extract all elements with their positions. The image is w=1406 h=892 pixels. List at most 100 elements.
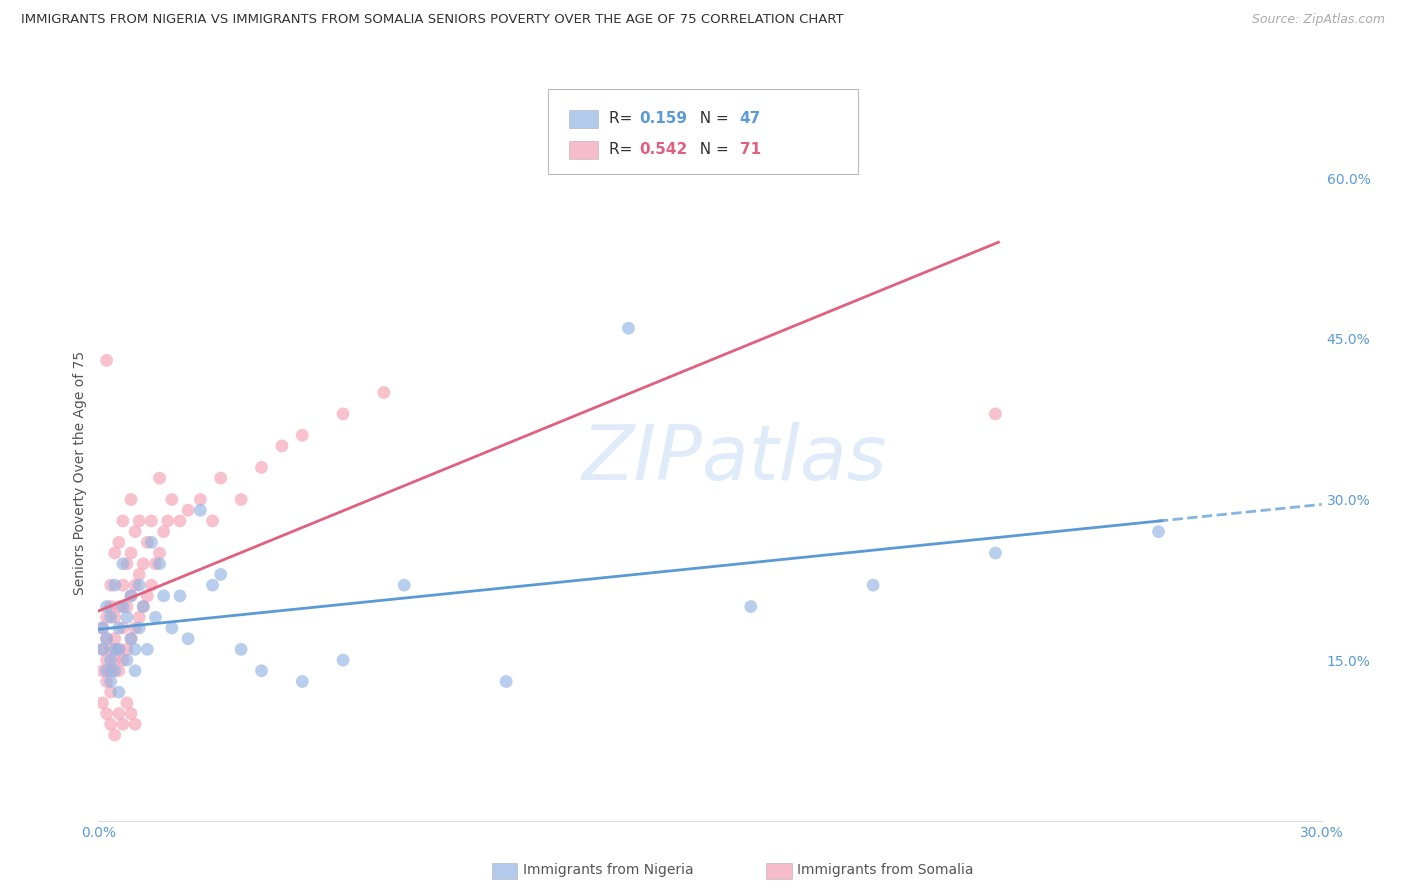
Text: R=: R= [609, 112, 637, 126]
Point [111, 621, 134, 635]
Point [108, 535, 131, 549]
Point [128, 514, 150, 528]
Point [111, 578, 134, 592]
Point [100, 578, 122, 592]
Point [96, 664, 118, 678]
Point [149, 557, 172, 571]
Point [149, 471, 172, 485]
Point [91, 642, 114, 657]
Point [115, 696, 138, 710]
Point [188, 492, 212, 507]
Point [152, 589, 174, 603]
Point [111, 514, 134, 528]
Point [250, 664, 273, 678]
Point [160, 621, 183, 635]
Text: 71: 71 [740, 143, 761, 157]
Point [862, 578, 884, 592]
Point [108, 664, 131, 678]
Point [124, 524, 146, 539]
Point [115, 653, 138, 667]
Point [188, 503, 212, 517]
Point [100, 664, 122, 678]
Point [169, 589, 191, 603]
Point [111, 653, 134, 667]
Point [91, 621, 114, 635]
Point [152, 524, 174, 539]
Point [373, 385, 395, 400]
Point [104, 653, 127, 667]
Point [495, 674, 517, 689]
Point [291, 674, 314, 689]
Point [169, 514, 191, 528]
Point [1147, 524, 1170, 539]
Point [96, 632, 118, 646]
Point [104, 632, 127, 646]
Point [104, 578, 127, 592]
Point [124, 578, 146, 592]
Point [96, 653, 118, 667]
Text: 0.542: 0.542 [640, 143, 688, 157]
Point [120, 706, 142, 721]
Text: IMMIGRANTS FROM NIGERIA VS IMMIGRANTS FROM SOMALIA SENIORS POVERTY OVER THE AGE : IMMIGRANTS FROM NIGERIA VS IMMIGRANTS FR… [21, 13, 844, 27]
Point [156, 514, 179, 528]
Point [100, 642, 122, 657]
Point [270, 439, 294, 453]
Point [149, 546, 172, 560]
Point [108, 642, 131, 657]
Point [124, 717, 146, 731]
Text: 0.159: 0.159 [640, 112, 688, 126]
Text: Source: ZipAtlas.com: Source: ZipAtlas.com [1251, 13, 1385, 27]
Point [100, 685, 122, 699]
Point [177, 632, 200, 646]
Point [209, 567, 232, 582]
Point [108, 706, 131, 721]
Point [128, 610, 150, 624]
Point [108, 621, 131, 635]
Point [201, 578, 224, 592]
Point [104, 728, 127, 742]
Point [120, 546, 142, 560]
Point [111, 717, 134, 731]
Point [141, 535, 163, 549]
Point [120, 632, 142, 646]
Point [984, 546, 1007, 560]
Point [100, 599, 122, 614]
Point [96, 674, 118, 689]
Point [108, 685, 131, 699]
Point [250, 460, 273, 475]
Point [141, 578, 163, 592]
Point [96, 599, 118, 614]
Point [96, 610, 118, 624]
Text: R=: R= [609, 143, 637, 157]
Point [120, 492, 142, 507]
Point [120, 589, 142, 603]
Point [332, 653, 354, 667]
Point [100, 674, 122, 689]
Point [132, 599, 155, 614]
Point [124, 621, 146, 635]
Point [91, 621, 114, 635]
Point [104, 610, 127, 624]
Y-axis label: Seniors Poverty Over the Age of 75: Seniors Poverty Over the Age of 75 [73, 351, 87, 595]
Point [984, 407, 1007, 421]
Point [231, 642, 253, 657]
Point [392, 578, 416, 592]
Point [100, 717, 122, 731]
Point [132, 557, 155, 571]
Point [132, 599, 155, 614]
Point [104, 664, 127, 678]
Point [124, 664, 146, 678]
Point [115, 610, 138, 624]
Point [120, 632, 142, 646]
Point [108, 642, 131, 657]
Point [96, 632, 118, 646]
Point [115, 557, 138, 571]
Point [120, 589, 142, 603]
Point [124, 642, 146, 657]
Point [128, 567, 150, 582]
Point [115, 599, 138, 614]
Text: Immigrants from Somalia: Immigrants from Somalia [797, 863, 974, 877]
Text: ZIPatlas: ZIPatlas [582, 422, 887, 496]
Point [115, 642, 138, 657]
Point [111, 557, 134, 571]
